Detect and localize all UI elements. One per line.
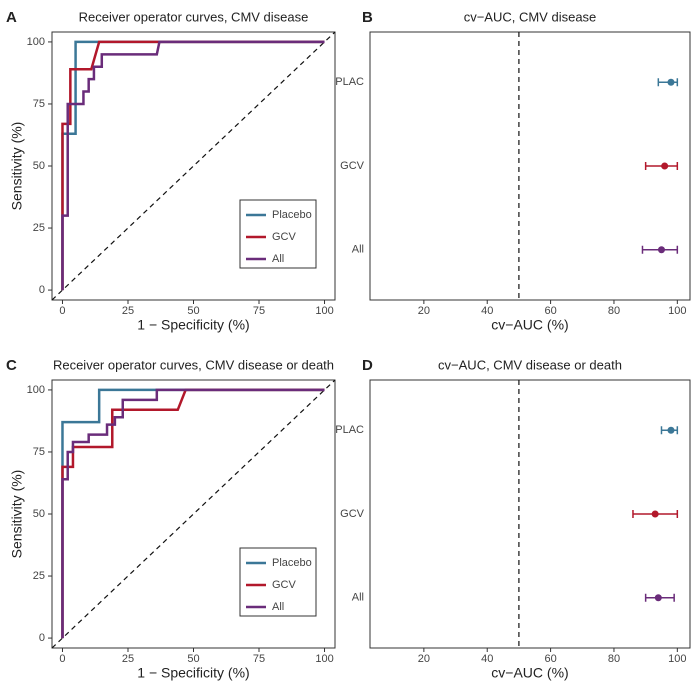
- panel-label: A: [6, 9, 17, 26]
- plot-frame: [369, 379, 691, 649]
- x-tick-label: 50: [187, 653, 199, 665]
- x-tick-label: 100: [668, 305, 686, 317]
- chart-title: cv−AUC, CMV disease: [464, 9, 597, 24]
- x-tick-label: 60: [544, 653, 556, 665]
- y-axis-label: Sensitivity (%): [9, 122, 25, 211]
- roc-curve: [61, 40, 325, 291]
- x-tick-label: 60: [544, 305, 556, 317]
- reference-diagonal: [51, 31, 336, 301]
- x-tick-label: 25: [122, 305, 134, 317]
- x-axis-label: cv−AUC (%): [491, 317, 568, 333]
- panel-label: C: [6, 357, 17, 374]
- y-tick-label: 0: [39, 632, 45, 644]
- panel-label: B: [362, 9, 373, 26]
- plot-frame: [369, 31, 691, 301]
- x-tick-label: 100: [668, 653, 686, 665]
- legend-label: GCV: [272, 231, 297, 243]
- category-label: All: [352, 592, 364, 604]
- y-tick-label: 75: [33, 98, 45, 110]
- point: [661, 162, 669, 170]
- x-tick-label: 100: [315, 305, 333, 317]
- x-tick-label: 80: [608, 305, 620, 317]
- roc-curve: [61, 388, 325, 639]
- legend-label: Placebo: [272, 209, 312, 221]
- x-axis-label: 1 − Specificity (%): [137, 665, 249, 681]
- x-tick-label: 75: [253, 305, 265, 317]
- legend-label: Placebo: [272, 557, 312, 569]
- x-tick-label: 20: [418, 305, 430, 317]
- y-tick-label: 100: [27, 36, 45, 48]
- point: [657, 246, 665, 254]
- y-tick-label: 100: [27, 384, 45, 396]
- category-label: All: [352, 244, 364, 256]
- category-label: GCV: [340, 508, 365, 520]
- x-tick-label: 100: [315, 653, 333, 665]
- category-label: GCV: [340, 160, 365, 172]
- x-axis-label: cv−AUC (%): [491, 665, 568, 681]
- chart-title: cv−AUC, CMV disease or death: [438, 357, 622, 372]
- category-label: PLAC: [335, 424, 364, 436]
- x-tick-label: 40: [481, 653, 493, 665]
- y-tick-label: 25: [33, 222, 45, 234]
- point: [667, 426, 675, 434]
- x-tick-label: 50: [187, 305, 199, 317]
- x-tick-label: 25: [122, 653, 134, 665]
- point: [654, 594, 662, 602]
- y-tick-label: 0: [39, 284, 45, 296]
- y-tick-label: 50: [33, 160, 45, 172]
- legend-box: [239, 547, 317, 617]
- legend-box: [239, 199, 317, 269]
- roc-curve: [61, 388, 325, 639]
- x-tick-label: 75: [253, 653, 265, 665]
- y-tick-label: 50: [33, 508, 45, 520]
- legend-label: All: [272, 253, 284, 265]
- chart-title: Receiver operator curves, CMV disease or…: [53, 357, 334, 372]
- x-axis-label: 1 − Specificity (%): [137, 317, 249, 333]
- category-label: PLAC: [335, 76, 364, 88]
- legend-label: All: [272, 601, 284, 613]
- y-tick-label: 25: [33, 570, 45, 582]
- point: [651, 510, 659, 518]
- panel-label: D: [362, 357, 373, 374]
- chart-title: Receiver operator curves, CMV disease: [79, 9, 309, 24]
- x-tick-label: 80: [608, 653, 620, 665]
- reference-diagonal: [51, 379, 336, 649]
- point: [667, 78, 675, 86]
- legend-label: GCV: [272, 579, 297, 591]
- x-tick-label: 40: [481, 305, 493, 317]
- roc-curve: [61, 40, 325, 291]
- y-axis-label: Sensitivity (%): [9, 470, 25, 559]
- x-tick-label: 20: [418, 653, 430, 665]
- x-tick-label: 0: [59, 653, 65, 665]
- y-tick-label: 75: [33, 446, 45, 458]
- x-tick-label: 0: [59, 305, 65, 317]
